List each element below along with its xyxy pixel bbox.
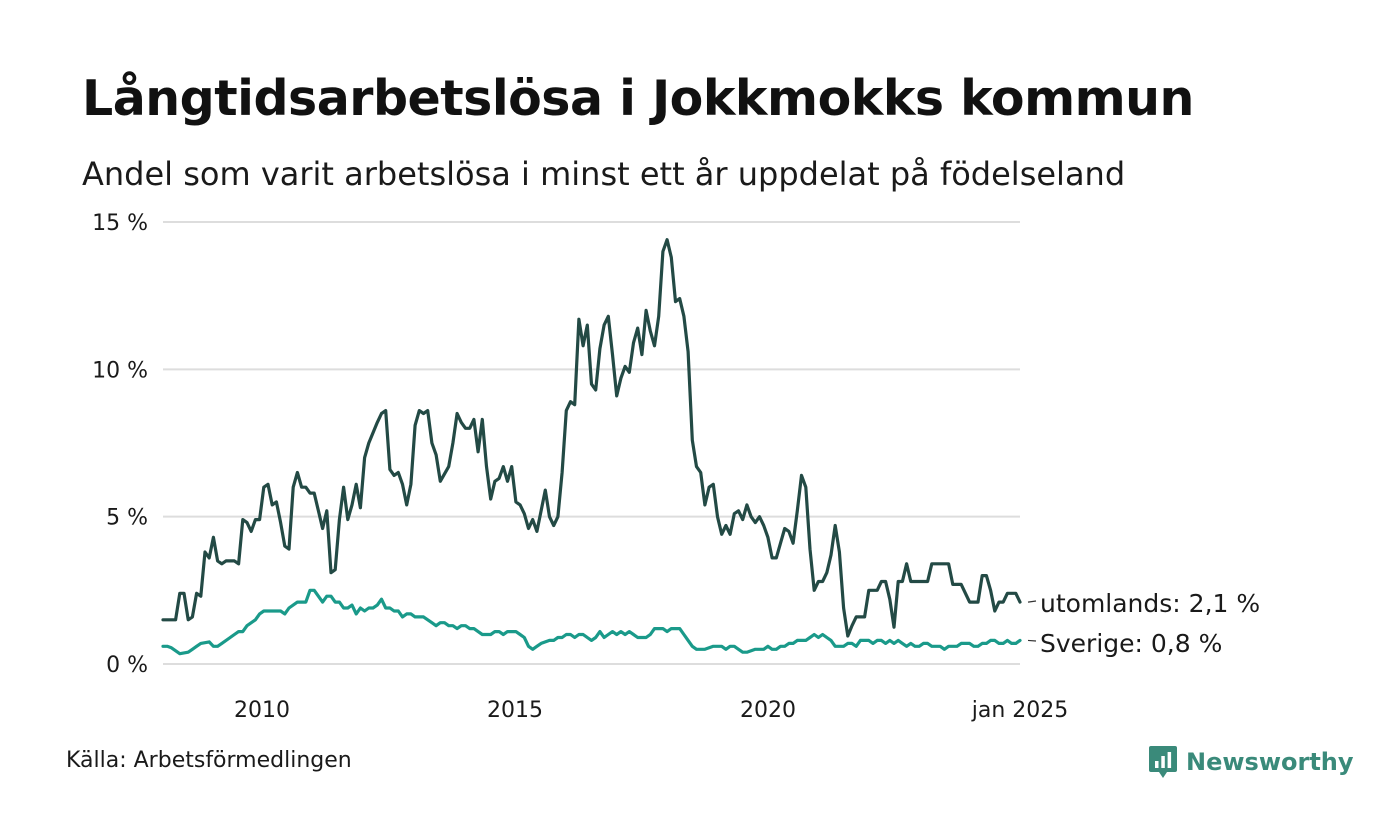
series-line-utomlands xyxy=(161,238,1022,638)
brand-name: Newsworthy xyxy=(1186,748,1354,776)
y-tick-label: 5 % xyxy=(106,506,148,531)
x-tick-label: 2015 xyxy=(487,698,543,723)
x-tick-label: 2020 xyxy=(740,698,796,723)
chart-subtitle: Andel som varit arbetslösa i minst ett å… xyxy=(82,155,1126,193)
y-tick-label: 10 % xyxy=(92,358,148,383)
x-tick-label: 2010 xyxy=(234,698,290,723)
y-tick-label: 15 % xyxy=(92,211,148,236)
end-label-leader xyxy=(1027,600,1037,603)
chart-title: Långtidsarbetslösa i Jokkmokks kommun xyxy=(82,70,1194,127)
end-label-utomlands: utomlands: 2,1 % xyxy=(1040,589,1260,618)
newsworthy-icon xyxy=(1149,746,1177,778)
series-line-sverige xyxy=(161,588,1022,656)
brand-logo: Newsworthy xyxy=(1148,744,1354,780)
y-tick-label: 0 % xyxy=(106,653,148,678)
end-label-leader xyxy=(1027,639,1037,642)
end-label-sverige: Sverige: 0,8 % xyxy=(1040,629,1222,658)
x-tick-label: jan 2025 xyxy=(971,698,1069,723)
source-note: Källa: Arbetsförmedlingen xyxy=(66,748,352,773)
